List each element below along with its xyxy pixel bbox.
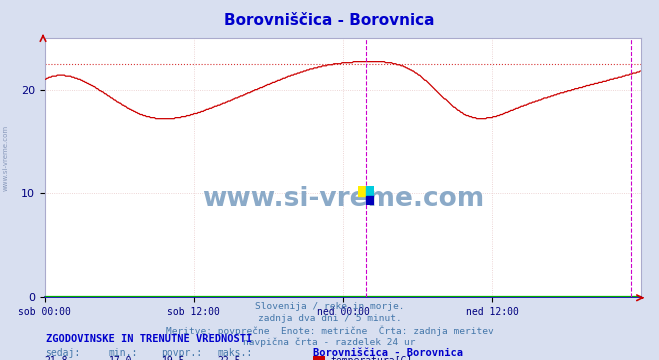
Text: ZGODOVINSKE IN TRENUTNE VREDNOSTI: ZGODOVINSKE IN TRENUTNE VREDNOSTI [46, 334, 252, 344]
Text: Borovniščica - Borovnica: Borovniščica - Borovnica [224, 13, 435, 28]
Bar [366, 195, 374, 206]
Text: Meritve: povprečne  Enote: metrične  Črta: zadnja meritev: Meritve: povprečne Enote: metrične Črta:… [165, 325, 494, 336]
Bar [366, 186, 374, 195]
Text: 21,8: 21,8 [45, 356, 69, 360]
Text: maks.:: maks.: [217, 348, 252, 359]
Text: 22,5: 22,5 [217, 356, 241, 360]
Text: www.si-vreme.com: www.si-vreme.com [202, 185, 484, 212]
Text: zadnja dva dni / 5 minut.: zadnja dva dni / 5 minut. [258, 314, 401, 323]
Text: www.si-vreme.com: www.si-vreme.com [2, 125, 9, 192]
Text: povpr.:: povpr.: [161, 348, 202, 359]
Text: Slovenija / reke in morje.: Slovenija / reke in morje. [255, 302, 404, 311]
Text: sedaj:: sedaj: [45, 348, 80, 359]
Bar [358, 186, 366, 195]
Text: temperatura[C]: temperatura[C] [330, 356, 413, 360]
Text: Borovniščica - Borovnica: Borovniščica - Borovnica [313, 348, 463, 359]
Text: 17,0: 17,0 [109, 356, 132, 360]
Text: 19,5: 19,5 [161, 356, 185, 360]
Text: min.:: min.: [109, 348, 138, 359]
Text: navpična črta - razdelek 24 ur: navpična črta - razdelek 24 ur [243, 337, 416, 347]
